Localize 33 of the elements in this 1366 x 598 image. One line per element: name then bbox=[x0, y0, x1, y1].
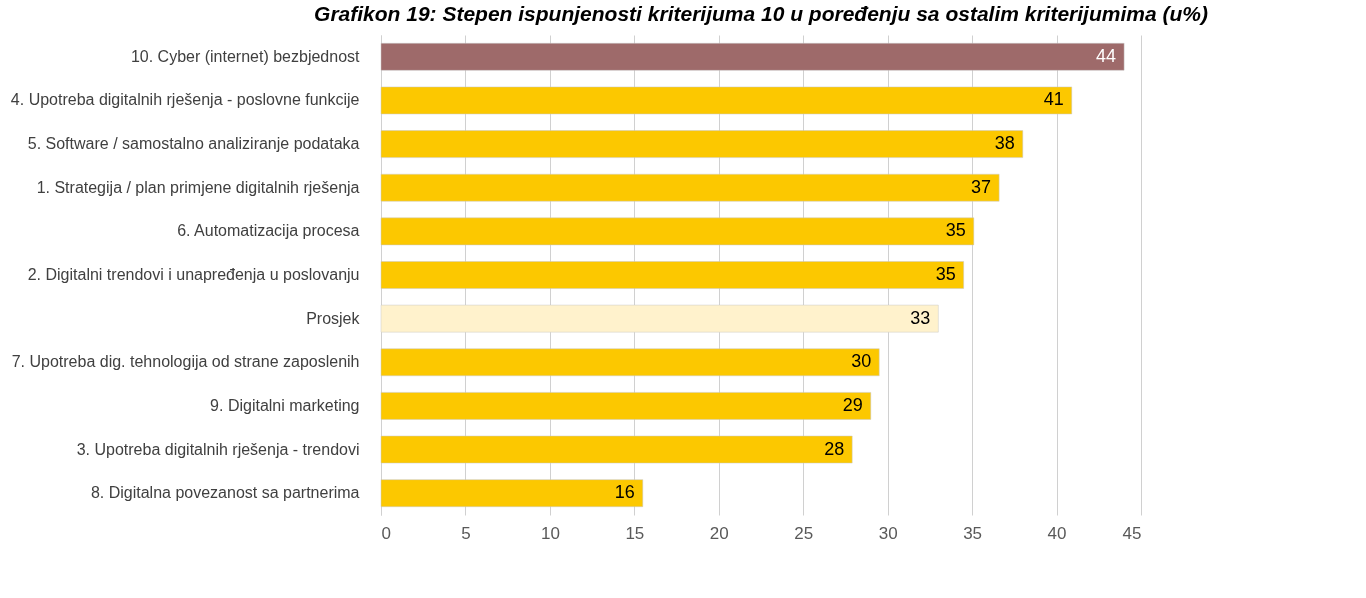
y-tick-label: 7. Upotreba dig. tehnologija od strane zaposlenih bbox=[11, 353, 360, 371]
x-tick-label: 15 bbox=[625, 523, 645, 543]
x-tick-label: 40 bbox=[1047, 523, 1067, 543]
data-label: 16 bbox=[614, 482, 635, 503]
data-label: 41 bbox=[1043, 89, 1064, 110]
data-label: 37 bbox=[971, 176, 992, 197]
y-tick-label: 2. Digitalni trendovi i unapređenja u poslovanju bbox=[27, 266, 360, 283]
x-tick-label: 45 bbox=[1122, 523, 1142, 543]
y-tick-label: 5. Software / samostalno analiziranje podataka bbox=[27, 135, 360, 153]
data-label: 28 bbox=[824, 438, 845, 459]
data-label: 29 bbox=[842, 394, 863, 415]
data-label: 38 bbox=[994, 133, 1015, 154]
data-label: 30 bbox=[851, 351, 872, 372]
data-label: 44 bbox=[1096, 45, 1117, 66]
x-tick-label: 10 bbox=[540, 523, 560, 543]
y-tick-label: 1. Strategija / plan primjene digitalnih rješenja bbox=[36, 178, 360, 196]
x-tick-label: 5 bbox=[461, 523, 471, 543]
y-tick-label: 10. Cyber (internet) bezbjednost bbox=[130, 47, 361, 65]
y-tick-label: Prosjek bbox=[306, 309, 361, 327]
x-tick-label: 20 bbox=[709, 523, 729, 543]
x-tick-label: 25 bbox=[794, 523, 814, 543]
x-tick-label: 35 bbox=[963, 523, 983, 543]
y-tick-label: 9. Digitalni marketing bbox=[210, 396, 360, 414]
y-tick-label: 6. Automatizacija procesa bbox=[177, 222, 360, 240]
x-tick-label: 0 bbox=[381, 523, 391, 543]
data-label: 35 bbox=[945, 220, 966, 241]
data-label: 33 bbox=[910, 307, 931, 328]
data-label: 35 bbox=[935, 264, 956, 284]
x-tick-label: 30 bbox=[878, 523, 898, 543]
chart-title: Grafikon 19: Stepen ispunjenosti kriterijuma 10 u poređenju sa ostalim kriterijumima (u%) bbox=[314, 2, 1208, 25]
y-tick-label: 8. Digitalna povezanost sa partnerima bbox=[90, 484, 360, 502]
y-tick-label: 3. Upotreba digitalnih rješenja - trendovi bbox=[76, 440, 360, 458]
y-tick-label: 4. Upotreba digitalnih rješenja - poslovne funkcije bbox=[10, 91, 360, 109]
